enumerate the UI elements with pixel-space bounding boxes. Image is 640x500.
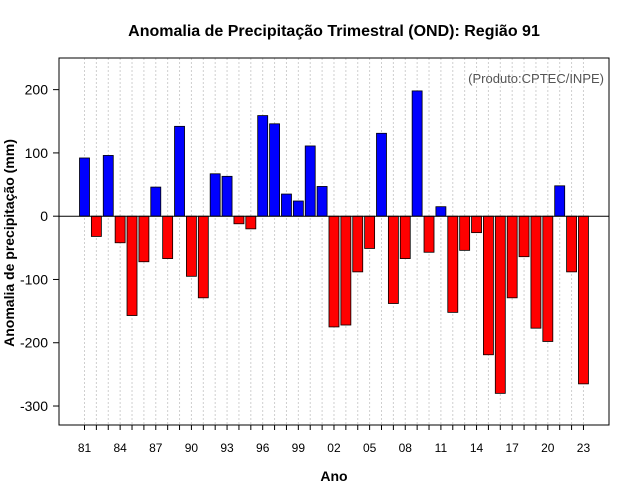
bar-1995 <box>245 215 257 230</box>
bar-2021 <box>554 185 566 217</box>
x-tick-label: 99 <box>292 441 306 455</box>
bar-1987 <box>150 186 162 217</box>
x-tick-label: 90 <box>185 441 199 455</box>
x-tick-label: 23 <box>577 441 591 455</box>
bar-2017 <box>506 215 518 299</box>
bar-1983 <box>102 155 114 217</box>
bar-1993 <box>221 175 233 217</box>
y-tick-label: -300 <box>20 398 48 414</box>
bar-2008 <box>399 215 411 259</box>
x-tick-label: 81 <box>78 441 92 455</box>
y-tick-label: -100 <box>20 271 48 287</box>
bars <box>79 90 589 394</box>
bar-2004 <box>352 215 364 273</box>
bar-1992 <box>209 173 221 217</box>
bar-2022 <box>566 215 577 273</box>
bar-1982 <box>90 215 102 237</box>
x-tick-label: 93 <box>220 441 234 455</box>
y-tick-label: 0 <box>40 208 48 224</box>
x-tick-label: 02 <box>327 441 341 455</box>
bar-1997 <box>269 123 280 217</box>
bar-1988 <box>162 215 174 259</box>
y-tick-label: 200 <box>25 82 49 98</box>
bar-1996 <box>257 115 269 217</box>
bar-2014 <box>471 215 482 234</box>
bar-1981 <box>79 157 90 217</box>
bar-2012 <box>447 215 459 313</box>
bar-2000 <box>304 145 316 217</box>
bar-2007 <box>387 215 399 304</box>
y-axis: -300 -200 -100 0 100 200 <box>20 82 59 414</box>
x-tick-label: 96 <box>256 441 270 455</box>
bar-1986 <box>138 215 150 263</box>
bar-2020 <box>542 215 554 342</box>
bar-1994 <box>233 215 245 225</box>
bar-2001 <box>316 186 328 217</box>
x-tick-label: 20 <box>541 441 555 455</box>
bar-2023 <box>578 215 589 385</box>
bar-2005 <box>364 215 376 249</box>
x-tick-label: 84 <box>113 441 127 455</box>
bar-2009 <box>411 90 423 217</box>
x-axis: 81 84 87 90 93 96 99 02 05 08 11 14 17 20 23 <box>78 425 591 455</box>
chart-title: Anomalia de Precipitação Trimestral (OND… <box>128 23 540 40</box>
x-tick-label: 17 <box>506 441 520 455</box>
bar-2010 <box>423 215 435 253</box>
x-axis-label: Ano <box>320 468 347 484</box>
bar-2018 <box>518 215 530 258</box>
grid <box>84 58 584 425</box>
x-tick-label: 87 <box>149 441 163 455</box>
x-tick-label: 14 <box>470 441 484 455</box>
x-tick-label: 11 <box>435 441 448 455</box>
bar-1998 <box>281 193 292 217</box>
bar-1989 <box>174 125 185 217</box>
y-axis-label: Anomalia de precipitação (mm) <box>1 139 17 347</box>
bar-2015 <box>483 215 494 356</box>
bar-2016 <box>494 215 506 394</box>
y-tick-label: -200 <box>20 335 48 351</box>
x-tick-label: 05 <box>363 441 377 455</box>
bar-1991 <box>197 215 209 299</box>
bar-1999 <box>292 200 304 217</box>
bar-2003 <box>340 215 352 326</box>
credit-label: (Produto:CPTEC/INPE) <box>468 71 604 86</box>
bar-2006 <box>376 132 387 217</box>
x-tick-label: 08 <box>399 441 413 455</box>
bar-2011 <box>435 206 447 217</box>
y-tick-label: 100 <box>25 145 49 161</box>
bar-1985 <box>126 215 138 316</box>
bar-1990 <box>186 215 197 277</box>
bar-2002 <box>328 215 340 328</box>
bar-2019 <box>530 215 542 329</box>
bar-2013 <box>459 215 471 251</box>
bar-1984 <box>114 215 126 244</box>
